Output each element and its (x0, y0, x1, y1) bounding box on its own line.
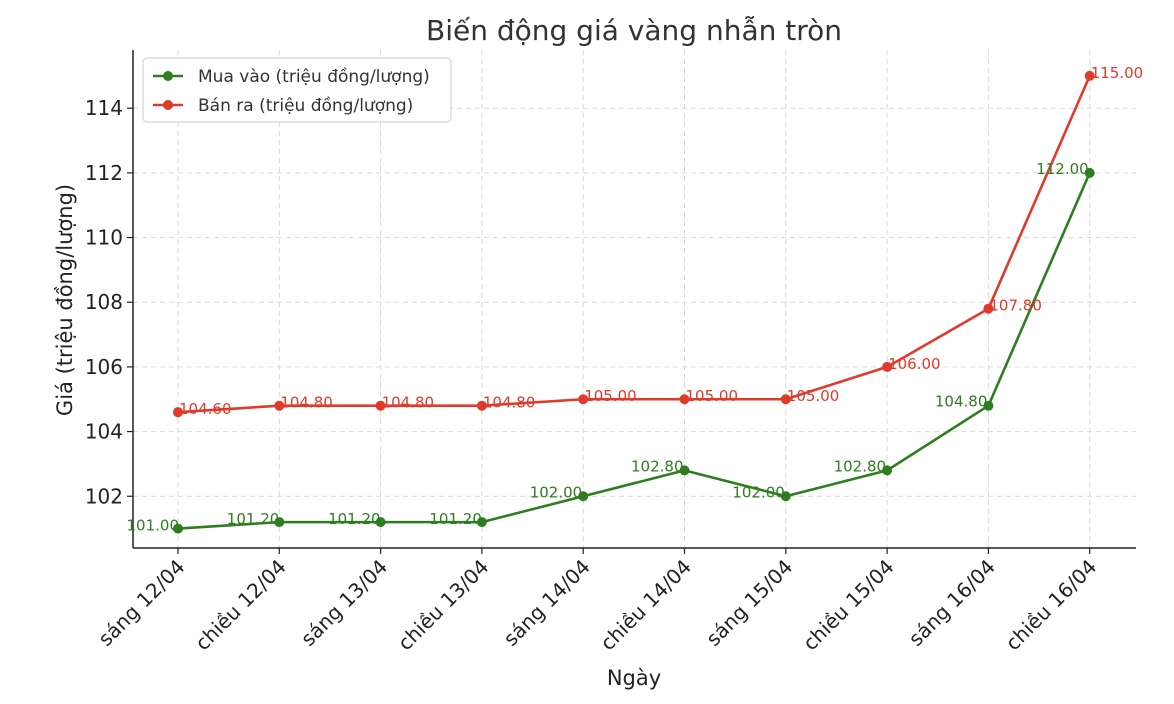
series-line-0 (177, 172, 1091, 530)
x-tick-label: chiều 14/04 (595, 555, 696, 656)
data-point (780, 394, 791, 405)
data-label: 104.80 (280, 394, 333, 412)
axes (127, 50, 1136, 554)
data-label: 101.20 (429, 510, 482, 528)
data-point (882, 465, 893, 476)
x-axis-label: Ngày (607, 666, 661, 690)
data-point (578, 491, 589, 502)
x-tick-label: sáng 16/04 (904, 555, 1000, 651)
data-label: 104.60 (179, 400, 232, 418)
x-tick-label: chiều 16/04 (1001, 555, 1102, 656)
data-label: 101.00 (127, 517, 180, 535)
chart-title: Biến động giá vàng nhẫn tròn (426, 14, 842, 47)
data-point (983, 400, 994, 411)
data-point (1084, 70, 1095, 81)
data-label: 102.00 (732, 483, 785, 501)
x-tick-label: sáng 13/04 (296, 555, 392, 651)
x-tick-label: sáng 12/04 (93, 555, 189, 651)
y-axis-label: Giá (triệu đồng/lượng) (53, 184, 77, 416)
data-point (173, 523, 183, 534)
data-point (780, 491, 791, 502)
data-label: 105.00 (584, 387, 637, 405)
y-tick-label: 102 (85, 484, 123, 508)
data-point (476, 517, 487, 528)
data-label: 112.00 (1036, 160, 1089, 178)
series-line-1 (177, 75, 1091, 414)
series (173, 70, 1095, 534)
data-point (375, 517, 386, 528)
legend-box (142, 57, 452, 123)
data-label: 115.00 (1091, 64, 1144, 82)
x-tick-label: chiều 12/04 (190, 555, 291, 656)
y-tick-label: 104 (85, 420, 123, 444)
legend-entry: Bán ra (triệu đồng/lượng) (198, 95, 413, 116)
legend-entry: Mua vào (triệu đồng/lượng) (198, 66, 430, 87)
x-tick-labels: sáng 12/04 chiều 12/04 sáng 13/04 chiều 13/… (93, 555, 1101, 656)
data-point (1084, 167, 1095, 178)
data-point (882, 361, 893, 372)
data-label: 105.00 (787, 387, 840, 405)
data-label: 105.00 (686, 387, 739, 405)
x-tick-label: chiều 13/04 (393, 555, 494, 656)
y-tick-label: 112 (85, 161, 123, 185)
data-label: 102.80 (631, 457, 684, 475)
data-point (983, 303, 994, 314)
legend: Mua vào (triệu đồng/lượng) Bán ra (triệu … (142, 57, 452, 123)
legend-swatch-marker (163, 100, 173, 110)
y-tick-label: 108 (85, 290, 123, 314)
y-tick-label: 110 (85, 226, 123, 250)
data-point (476, 400, 487, 411)
y-tick-labels: 102 104 106 108 110 112 114 (85, 96, 123, 508)
data-point (173, 407, 183, 418)
data-point (375, 400, 386, 411)
data-label: 104.80 (483, 394, 536, 412)
data-label: 102.00 (530, 483, 583, 501)
data-label: 101.20 (328, 510, 381, 528)
data-label: 104.80 (382, 394, 435, 412)
data-label: 102.80 (834, 457, 887, 475)
data-point (274, 400, 285, 411)
grid (133, 50, 1136, 548)
x-tick-label: sáng 14/04 (499, 555, 595, 651)
data-point (679, 394, 690, 405)
x-tick-label: chiều 15/04 (798, 555, 899, 656)
data-point (679, 465, 690, 476)
data-label: 107.80 (989, 297, 1042, 315)
legend-swatch-marker (163, 71, 173, 81)
y-tick-label: 114 (85, 96, 123, 120)
data-labels: 101.00 101.20 101.20 101.20 102.00 102.80 102.… (127, 64, 1144, 535)
data-point (578, 394, 589, 405)
y-tick-label: 106 (85, 355, 123, 379)
data-label: 106.00 (888, 355, 941, 373)
data-label: 101.20 (227, 510, 280, 528)
data-point (274, 517, 285, 528)
x-tick-label: sáng 15/04 (701, 555, 797, 651)
data-label: 104.80 (935, 393, 988, 411)
